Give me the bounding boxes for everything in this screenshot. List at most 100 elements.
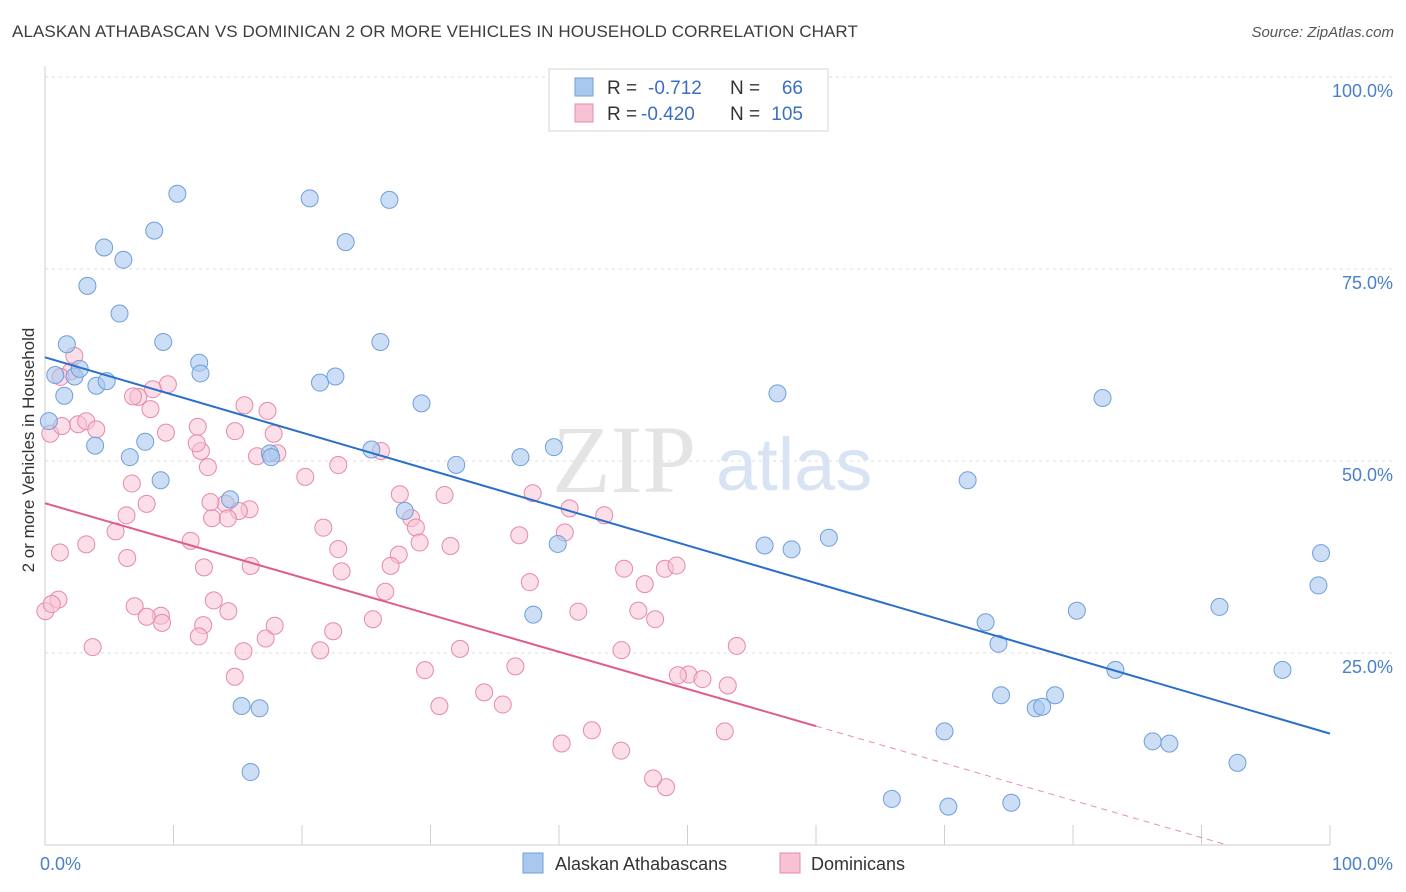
- alaskan-athabascan-point: [114, 250, 133, 269]
- dominican-point: [122, 474, 141, 493]
- y-tick-label: 50.0%: [1342, 465, 1393, 485]
- dominican-point: [296, 467, 315, 486]
- alaskan-athabascan-point: [78, 276, 97, 295]
- alaskan-athabascan-point: [755, 536, 774, 555]
- alaskan-athabascan-point: [232, 696, 251, 715]
- alaskan-athabascan-point: [1309, 576, 1328, 595]
- alaskan-athabascan-point: [221, 490, 240, 509]
- dominican-point: [552, 734, 571, 753]
- alaskan-athabascan-point: [39, 412, 58, 431]
- dominican-point: [329, 456, 348, 475]
- series-legend-label-blue: Alaskan Athabascans: [555, 854, 727, 874]
- dominican-point: [506, 657, 525, 676]
- dominican-point: [435, 486, 454, 505]
- alaskan-athabascan-point: [1067, 601, 1086, 620]
- dominican-point: [493, 695, 512, 714]
- dominican-point: [332, 562, 351, 581]
- y-tick-label: 100.0%: [1332, 81, 1393, 101]
- dominican-point: [265, 616, 284, 635]
- alaskan-athabascan-point: [782, 540, 801, 559]
- dominican-point: [381, 556, 400, 575]
- alaskan-athabascan-point: [46, 365, 65, 384]
- dominican-point: [152, 613, 171, 632]
- dominican-point: [693, 670, 712, 689]
- dominican-point: [311, 641, 330, 660]
- dominican-point: [390, 485, 409, 504]
- alaskan-athabascan-point: [310, 373, 329, 392]
- legend-r-label-1: R =: [607, 78, 637, 99]
- legend-box: [548, 68, 829, 132]
- alaskan-athabascan-point: [95, 238, 114, 257]
- alaskan-athabascan-point: [1273, 660, 1292, 679]
- alaskan-athabascan-point: [336, 233, 355, 252]
- alaskan-athabascan-point: [86, 436, 105, 455]
- alaskan-athabascan-point: [1210, 597, 1229, 616]
- legend-swatch-blue: [574, 77, 594, 97]
- dominican-point: [264, 424, 283, 443]
- legend-r-value-1: -0.712: [648, 78, 702, 99]
- dominican-point: [363, 610, 382, 629]
- alaskan-athabascan-point: [412, 394, 431, 413]
- alaskan-athabascan-point: [935, 722, 954, 741]
- chart-source: Source: ZipAtlas.com: [1251, 24, 1394, 41]
- dominican-point: [256, 629, 275, 648]
- dominican-point: [137, 494, 156, 513]
- dominican-point: [582, 721, 601, 740]
- dominicans-trendline-extension: [815, 725, 1228, 846]
- alaskan-athabascan-point: [819, 528, 838, 547]
- dominican-point: [376, 582, 395, 601]
- dominican-point: [441, 536, 460, 555]
- legend-n-value-1: 66: [782, 78, 803, 99]
- dominican-point: [198, 458, 217, 477]
- alaskan-athabascan-point: [395, 501, 414, 520]
- dominican-point: [314, 518, 333, 537]
- dominican-point: [235, 396, 254, 415]
- alaskan-athabascan-point: [55, 386, 74, 405]
- legend-n-label-1: N =: [730, 78, 760, 99]
- alaskan-athabascan-point: [768, 384, 787, 403]
- dominican-point: [141, 400, 160, 419]
- dominican-point: [324, 622, 343, 641]
- dominican-point: [612, 741, 631, 760]
- dominican-point: [657, 778, 676, 797]
- alaskan-athabascan-point: [154, 332, 173, 351]
- legend-n-value-2: 105: [771, 104, 803, 125]
- alaskan-athabascan-point: [262, 448, 281, 467]
- alaskan-athabascan-point: [241, 763, 260, 782]
- y-tick-label: 25.0%: [1342, 657, 1393, 677]
- alaskan-athabascan-point: [989, 634, 1008, 653]
- alaskan-athabascan-point: [976, 613, 995, 632]
- y-tick-label: 75.0%: [1342, 273, 1393, 293]
- dominican-point: [124, 387, 143, 406]
- dominican-point: [218, 509, 237, 528]
- dominican-point: [83, 638, 102, 657]
- legend-r-value-2: -0.420: [641, 104, 695, 125]
- dominican-point: [410, 533, 429, 552]
- dominican-point: [612, 641, 631, 660]
- alaskan-athabascan-point: [371, 332, 390, 351]
- dominican-point: [204, 591, 223, 610]
- dominican-point: [87, 420, 106, 439]
- alaskan-athabascan-point: [326, 367, 345, 386]
- x-tick-label: 0.0%: [40, 854, 81, 874]
- dominican-point: [668, 666, 687, 685]
- dominican-point: [189, 627, 208, 646]
- dominican-point: [77, 535, 96, 554]
- dominican-point: [727, 636, 746, 655]
- dominican-point: [258, 401, 277, 420]
- alaskan-athabascans-points: [39, 184, 1331, 816]
- x-tick-labels: 0.0% 100.0%: [40, 854, 1393, 874]
- alaskan-athabascan-point: [300, 189, 319, 208]
- series-legend: Alaskan Athabascans Dominicans: [522, 852, 905, 874]
- dominicans-trendline: [44, 502, 817, 728]
- alaskan-athabascan-point: [151, 471, 170, 490]
- y-axis-label: 2 or more Vehicles in Household: [19, 328, 38, 573]
- series-legend-swatch-blue: [522, 852, 544, 874]
- alaskan-athabascan-point: [250, 699, 269, 718]
- dominican-point: [629, 601, 648, 620]
- alaskan-athabascan-point: [1143, 732, 1162, 751]
- dominican-point: [635, 575, 654, 594]
- alaskan-athabascan-point: [110, 304, 129, 323]
- dominican-point: [415, 661, 434, 680]
